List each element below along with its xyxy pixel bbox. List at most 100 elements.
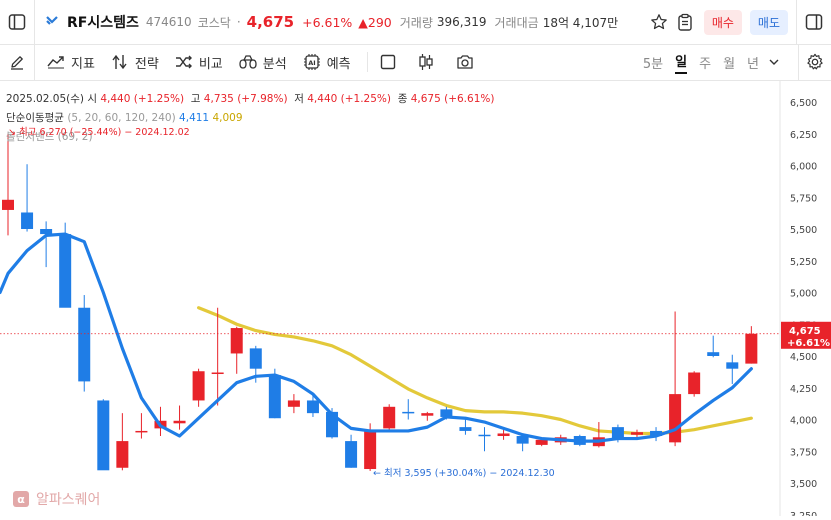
annotation-layer: 4,675+6.61% [0,321,831,349]
ma20-line-layer [197,306,753,436]
candle-body [287,400,300,407]
favorite-button[interactable] [646,9,672,35]
period-5min[interactable]: 5분 [642,56,664,72]
draw-button[interactable] [0,44,34,80]
market-name: 코스닥 [197,15,231,30]
candle [116,413,129,471]
y-tick-label: 3,500 [790,479,817,490]
period-month[interactable]: 월 [723,56,736,72]
y-tick-label: 4,000 [790,416,817,427]
ohlc-date: 2025.02.05(수) [6,93,84,105]
pencil-icon [11,56,23,70]
candle [516,434,529,452]
stock-code: 474610 [145,15,192,29]
panel-toggle-icon [805,14,823,30]
period-day[interactable]: 일 [675,51,688,74]
ma5-line-layer [0,232,753,443]
candle-body [402,411,415,414]
compare-button[interactable]: 비교 [175,53,223,72]
candles-layer [2,133,758,471]
candle-body [192,371,205,401]
ma-params: (5, 20, 60, 120, 240) [67,112,176,124]
candle-body [211,372,224,375]
candle [592,422,605,448]
forecast-button[interactable]: AI 예측 [303,53,351,72]
high-annotation-text: 최고 6,270 (−25.44%) − 2024.12.02 [18,127,190,138]
ohlc-high: 4,735 (+7.98%) [203,93,288,105]
layout-button[interactable] [380,54,402,70]
indicator-button[interactable]: 지표 [47,53,95,72]
shuffle-icon [175,55,192,69]
candle [40,221,53,268]
sell-button[interactable]: 매도 [749,9,788,35]
current-price-tag-pct: +6.61% [787,338,830,349]
ma20-value: 4,009 [212,112,243,124]
strategy-icon [112,54,127,70]
change-amount: ▲290 [358,14,392,30]
candle-body [650,430,663,437]
candle-body [59,234,72,308]
candle-body [421,413,434,416]
buy-button[interactable]: 매수 [703,9,742,35]
right-panel-toggle[interactable] [797,0,831,44]
candle [78,295,91,392]
sidebar-toggle-icon [8,14,26,30]
company-logo-icon [45,13,59,31]
candle [173,405,186,430]
stock-name[interactable]: RF시스템즈 [67,15,139,31]
clipboard-icon [678,13,692,31]
chart-type-button[interactable] [418,53,440,71]
candle-body [97,400,110,471]
analysis-button[interactable]: 분석 [239,53,287,72]
memo-button[interactable] [672,9,698,35]
analysis-icon [239,55,257,69]
candle-body [249,348,262,369]
camera-icon [456,55,473,69]
ticker-info: RF시스템즈 474610 코스닥 · 4,675 +6.61% ▲290 거래… [45,12,626,32]
candle-body [745,333,758,364]
forecast-label: 예측 [326,56,351,72]
candle-body [268,375,281,419]
left-panel-toggle[interactable] [0,0,34,44]
candle [2,133,14,236]
candle [459,418,472,435]
period-week[interactable]: 주 [699,56,712,72]
candle-body [306,400,319,414]
y-tick-label: 6,000 [790,162,817,173]
candle [478,427,491,452]
gear-icon [807,53,823,70]
chart-settings-button[interactable] [798,44,831,80]
volume-label: 거래량 [399,15,433,30]
candle-body [459,427,472,431]
ma5-line [0,232,753,443]
period-year[interactable]: 년 [747,56,759,72]
candle [135,413,148,439]
candle-body [173,420,186,424]
change-percent: +6.61% [302,14,353,30]
candle-body [383,406,396,429]
amount-label: 거래대금 [494,15,539,30]
square-icon [380,54,395,70]
y-tick-label: 6,250 [790,130,817,141]
candle-body [230,328,243,354]
current-price: 4,675 [246,13,295,31]
screenshot-button[interactable] [456,54,480,70]
y-tick-label: 4,250 [790,384,817,395]
y-tick-label: 3,750 [790,447,817,458]
ma5-value: 4,411 [179,112,210,124]
strategy-button[interactable]: 전략 [111,53,159,72]
stock-header: RF시스템즈 474610 코스닥 · 4,675 +6.61% ▲290 거래… [0,0,831,45]
ma-legend[interactable]: 단순이동평균 (5, 20, 60, 120, 240) 4,411 4,009 [6,110,243,125]
candle-body [516,436,529,444]
strategy-label: 전략 [134,56,159,72]
candle-body [611,427,624,439]
alphasquare-logo-icon: α [13,491,29,507]
ohlc-open: 4,440 (+1.25%) [100,93,185,105]
chevron-down-icon [769,59,779,65]
price-chart[interactable]: 3,2503,5003,7504,0004,2504,5004,7505,000… [0,81,831,520]
bollinger-label: 볼린저밴드 [6,131,55,143]
period-dropdown[interactable] [769,55,779,70]
chart-area[interactable]: 3,2503,5003,7504,0004,2504,5004,7505,000… [0,81,831,520]
analysis-label: 분석 [262,56,287,72]
bollinger-legend[interactable]: 볼린저밴드 (69, 2) [6,129,93,144]
